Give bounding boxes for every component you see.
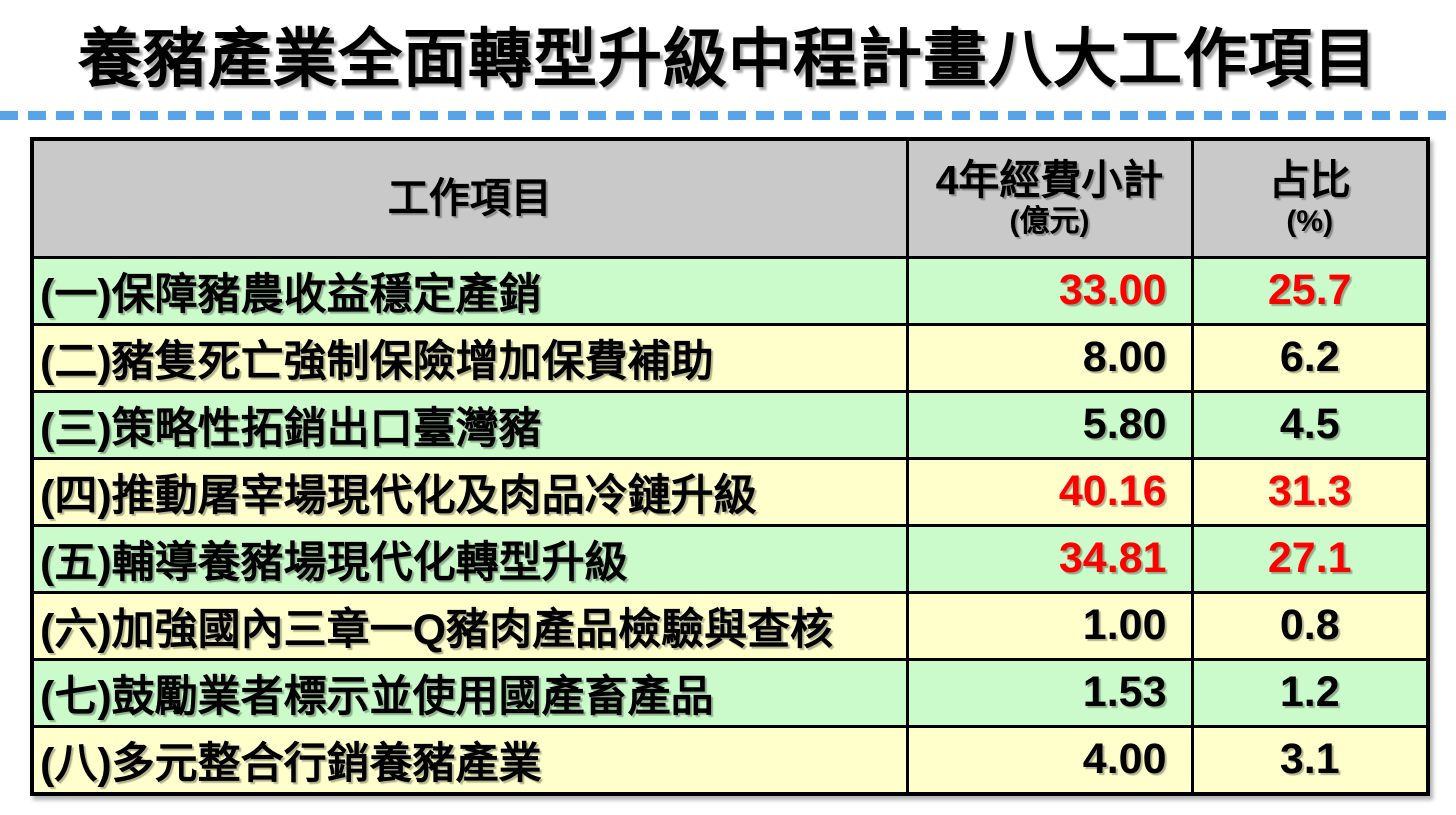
page-title: 養豬產業全面轉型升級中程計畫八大工作項目	[78, 23, 1378, 95]
table-row: (一)保障豬農收益穩定產銷 33.00 25.7	[30, 255, 1430, 326]
header-budget-unit: (億元)	[1009, 204, 1090, 238]
header-budget-label: 4年經費小計	[935, 157, 1164, 204]
budget-cell: 4.00	[905, 724, 1194, 795]
header-budget: 4年經費小計 (億元)	[905, 137, 1194, 259]
table-row: (八)多元整合行銷養豬產業 4.00 3.1	[30, 724, 1430, 795]
work-item-cell: (八)多元整合行銷養豬產業	[30, 724, 909, 795]
share-cell: 4.5	[1190, 389, 1430, 460]
budget-cell: 40.16	[905, 456, 1194, 527]
table-body: (一)保障豬農收益穩定產銷 33.00 25.7 (二)豬隻死亡強制保險增加保費…	[30, 255, 1430, 795]
header-share-label: 占比	[1268, 157, 1351, 204]
table-header: 工作項目 4年經費小計 (億元) 占比 (%)	[30, 137, 1430, 259]
table-row: (二)豬隻死亡強制保險增加保費補助 8.00 6.2	[30, 322, 1430, 393]
work-item-cell: (三)策略性拓銷出口臺灣豬	[30, 389, 909, 460]
share-cell: 0.8	[1190, 590, 1430, 661]
budget-cell: 1.00	[905, 590, 1194, 661]
work-item-cell: (四)推動屠宰場現代化及肉品冷鏈升級	[30, 456, 909, 527]
share-cell: 3.1	[1190, 724, 1430, 795]
work-item-cell: (六)加強國內三章一Q豬肉產品檢驗與查核	[30, 590, 909, 661]
budget-cell: 1.53	[905, 657, 1194, 728]
budget-cell: 34.81	[905, 523, 1194, 594]
table-row: (七)鼓勵業者標示並使用國產畜產品 1.53 1.2	[30, 657, 1430, 728]
table-row: (三)策略性拓銷出口臺灣豬 5.80 4.5	[30, 389, 1430, 460]
header-work-item: 工作項目	[30, 137, 909, 259]
table-row: (四)推動屠宰場現代化及肉品冷鏈升級 40.16 31.3	[30, 456, 1430, 527]
dashed-divider	[0, 111, 1456, 120]
table-row: (六)加強國內三章一Q豬肉產品檢驗與查核 1.00 0.8	[30, 590, 1430, 661]
header-share-unit: (%)	[1286, 204, 1334, 238]
work-item-cell: (二)豬隻死亡強制保險增加保費補助	[30, 322, 909, 393]
budget-cell: 33.00	[905, 255, 1194, 326]
share-cell: 25.7	[1190, 255, 1430, 326]
table-row: (五)輔導養豬場現代化轉型升級 34.81 27.1	[30, 523, 1430, 594]
share-cell: 6.2	[1190, 322, 1430, 393]
header-work-item-label: 工作項目	[387, 174, 552, 221]
budget-cell: 8.00	[905, 322, 1194, 393]
share-cell: 31.3	[1190, 456, 1430, 527]
header-share: 占比 (%)	[1190, 137, 1430, 259]
budget-table: 工作項目 4年經費小計 (億元) 占比 (%) (一)保障豬農收益穩定產銷 33…	[30, 137, 1430, 796]
share-cell: 1.2	[1190, 657, 1430, 728]
header-row: 工作項目 4年經費小計 (億元) 占比 (%)	[30, 137, 1430, 259]
work-item-cell: (一)保障豬農收益穩定產銷	[30, 255, 909, 326]
share-cell: 27.1	[1190, 523, 1430, 594]
work-item-cell: (五)輔導養豬場現代化轉型升級	[30, 523, 909, 594]
budget-cell: 5.80	[905, 389, 1194, 460]
work-item-cell: (七)鼓勵業者標示並使用國產畜產品	[30, 657, 909, 728]
